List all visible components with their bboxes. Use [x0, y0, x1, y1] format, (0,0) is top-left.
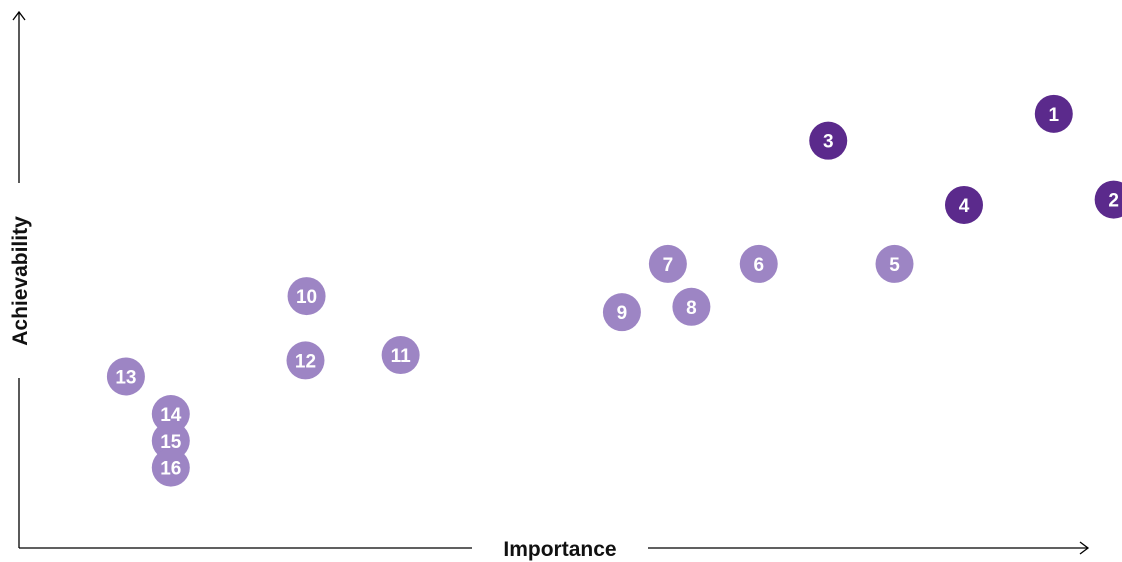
- data-point-9: 9: [602, 293, 641, 332]
- data-point-16: 16: [151, 448, 190, 487]
- point-label: 6: [753, 255, 764, 276]
- point-label: 8: [686, 298, 697, 319]
- point-marker: [151, 421, 190, 460]
- x-axis-label: Importance: [503, 538, 616, 561]
- point-label: 9: [617, 303, 628, 324]
- point-marker: [648, 244, 687, 283]
- point-label: 2: [1108, 191, 1119, 212]
- point-label: 14: [160, 405, 182, 426]
- point-marker: [944, 185, 983, 224]
- data-point-14: 14: [151, 395, 190, 433]
- point-label: 4: [959, 196, 970, 217]
- point-marker: [602, 293, 641, 332]
- point-label: 13: [115, 367, 136, 388]
- data-point-12: 12: [286, 341, 325, 380]
- data-point-5: 5: [875, 244, 914, 283]
- data-point-10: 10: [287, 277, 326, 316]
- point-marker: [1034, 94, 1073, 133]
- point-label: 7: [663, 255, 674, 276]
- point-marker: [739, 244, 778, 283]
- point-label: 11: [391, 346, 412, 367]
- data-point-7: 7: [648, 244, 687, 283]
- point-label: 15: [160, 432, 182, 453]
- data-point-2: 2: [1094, 180, 1122, 219]
- point-marker: [106, 357, 145, 396]
- data-point-4: 4: [944, 185, 983, 224]
- point-label: 10: [296, 287, 317, 308]
- point-marker: [809, 121, 848, 160]
- data-point-1: 1: [1034, 94, 1073, 133]
- point-marker: [286, 341, 325, 380]
- point-label: 12: [295, 351, 316, 372]
- data-point-11: 11: [381, 336, 420, 375]
- data-point-13: 13: [106, 357, 145, 396]
- point-marker: [287, 277, 326, 316]
- point-marker: [151, 448, 190, 487]
- data-point-15: 15: [151, 421, 190, 460]
- point-marker: [1094, 180, 1122, 219]
- data-point-6: 6: [739, 244, 778, 283]
- point-marker: [151, 395, 190, 433]
- y-axis-label: Achievability: [9, 216, 32, 346]
- point-label: 1: [1049, 105, 1060, 126]
- point-label: 3: [823, 132, 834, 153]
- data-point-8: 8: [672, 287, 711, 326]
- point-label: 5: [889, 255, 900, 276]
- x-axis-arrowhead: [1079, 541, 1090, 555]
- point-marker: [672, 287, 711, 326]
- y-axis-arrowhead: [12, 10, 26, 21]
- data-point-3: 3: [809, 121, 848, 160]
- point-marker: [875, 244, 914, 283]
- point-marker: [381, 336, 420, 375]
- point-label: 16: [160, 459, 181, 480]
